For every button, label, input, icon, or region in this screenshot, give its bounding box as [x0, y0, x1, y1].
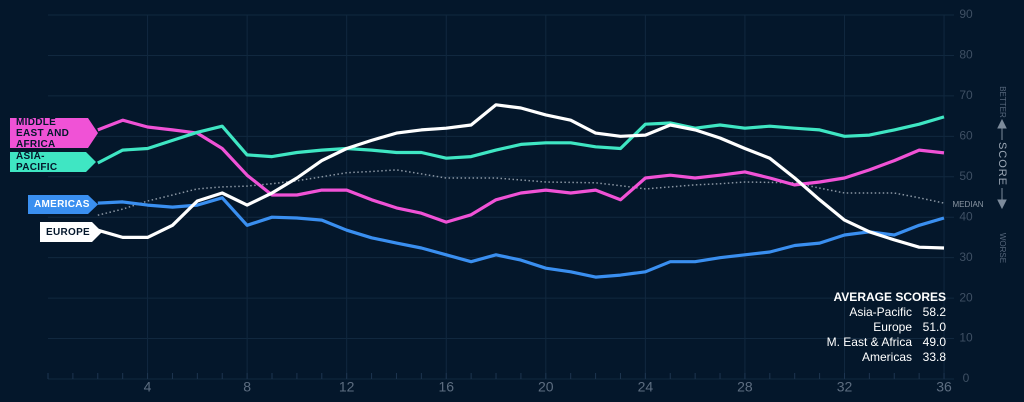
x-tick-label: 20 [538, 379, 554, 395]
x-tick-label: 8 [243, 379, 251, 395]
x-tick-label: 12 [339, 379, 355, 395]
average-region: Asia-Pacific [849, 305, 912, 319]
y-tick-label: 10 [959, 331, 973, 345]
y-axis-label: SCORE [996, 142, 1008, 186]
y-tick-label: 80 [959, 48, 973, 62]
average-value: 51.0 [923, 320, 947, 334]
average-value: 33.8 [923, 350, 947, 364]
arrow-up [997, 118, 1007, 140]
y-tick-label: 20 [959, 290, 973, 304]
y-tick-label: 70 [959, 88, 973, 102]
average-region: M. East & Africa [827, 335, 913, 349]
average-scores-title: AVERAGE SCORES [834, 290, 946, 304]
x-tick-label: 36 [936, 379, 952, 395]
average-region: Europe [873, 320, 912, 334]
x-tick-label: 32 [837, 379, 853, 395]
better-label: BETTER [998, 86, 1007, 118]
legend-tag: MIDDLE EAST AND AFRICA [10, 118, 98, 148]
y-tick-label: 90 [959, 7, 973, 21]
worse-label: WORSE [998, 233, 1007, 263]
series-line [97, 115, 945, 165]
x-tick-label: 16 [438, 379, 454, 395]
y-tick-label: 0 [963, 371, 970, 385]
legend-tag: AMERICAS [28, 195, 98, 214]
legend-tag: ASIA-PACIFIC [10, 152, 96, 172]
x-tick-label: 4 [144, 379, 152, 395]
legend-tag: EUROPE [40, 222, 102, 242]
average-value: 58.2 [923, 305, 947, 319]
average-region: Americas [862, 350, 912, 364]
y-tick-label: 40 [959, 209, 973, 223]
y-tick-label: 60 [959, 129, 973, 143]
average-value: 49.0 [923, 335, 947, 349]
series-line [97, 196, 945, 279]
arrow-down [997, 188, 1007, 210]
y-tick-label: 30 [959, 250, 973, 264]
median-label: MEDIAN [952, 200, 983, 209]
y-tick-label: 50 [959, 169, 973, 183]
median-line [97, 169, 945, 216]
x-tick-label: 24 [638, 379, 654, 395]
series-line [97, 103, 945, 250]
x-tick-label: 28 [737, 379, 753, 395]
series-line [97, 118, 945, 224]
